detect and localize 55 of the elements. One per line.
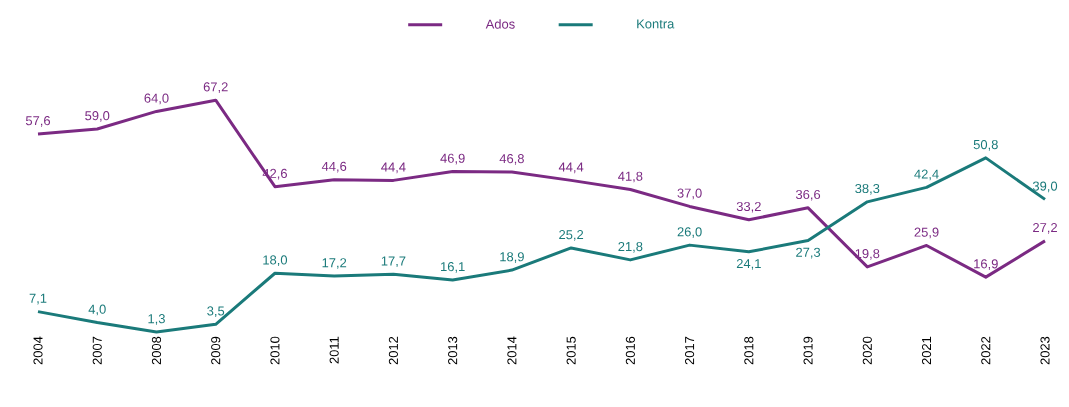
data-label: 26,0 [677, 227, 702, 238]
x-tick-label: 2023 [1040, 336, 1050, 365]
data-label: 27,2 [1033, 222, 1057, 234]
data-label: 16,1 [441, 262, 465, 273]
x-tick-label: 2007 [92, 336, 102, 365]
x-tick-label: 2016 [625, 336, 635, 365]
x-tick-label: 2017 [685, 336, 695, 365]
data-label: 3,5 [207, 306, 225, 318]
x-tick-label: 2012 [388, 336, 398, 365]
data-label: 50,8 [973, 139, 998, 151]
data-label: 18,9 [500, 252, 524, 263]
data-label: 21,8 [618, 241, 643, 253]
data-label: 44,4 [558, 162, 584, 174]
data-label: 64,0 [144, 93, 169, 105]
data-label: 19,8 [855, 249, 880, 260]
data-label: 33,2 [736, 201, 761, 213]
data-label: 18,0 [263, 255, 288, 267]
x-tick-label: 2010 [270, 336, 280, 365]
data-label: 16,9 [974, 259, 998, 270]
data-label: 46,9 [440, 153, 465, 165]
data-label: 17,2 [322, 258, 347, 269]
data-label: 42,4 [914, 169, 939, 181]
data-label: 4,0 [88, 304, 106, 316]
data-label: 67,2 [203, 82, 228, 93]
x-tick-label: 2014 [507, 336, 517, 365]
data-label: 39,0 [1032, 181, 1058, 193]
text: Ados [485, 19, 515, 29]
text: Kontra [637, 19, 675, 29]
x-tick-label: 2015 [566, 336, 576, 365]
data-label: 41,8 [618, 171, 643, 183]
x-tick-label: 2004 [33, 336, 43, 365]
x-tick-label: 2019 [803, 336, 813, 365]
data-label: 36,6 [795, 189, 821, 201]
x-tick-label: 2021 [921, 336, 932, 365]
data-label: 44,6 [321, 161, 347, 173]
data-label: 37,0 [677, 188, 702, 200]
data-label: 38,3 [855, 183, 880, 195]
data-label: 17,7 [381, 256, 406, 268]
data-label: 7,1 [29, 293, 47, 305]
x-tick-label: 2008 [151, 336, 162, 365]
x-tick-label: 2020 [862, 336, 872, 365]
x-tick-label: 2022 [981, 336, 991, 365]
data-label: 57,6 [25, 116, 51, 127]
data-label: 1,3 [148, 314, 165, 325]
data-label: 44,4 [381, 162, 406, 174]
data-label: 59,0 [85, 111, 110, 122]
x-tick-label: 2018 [744, 336, 754, 365]
data-label: 46,8 [499, 154, 524, 165]
x-tick-label: 2013 [448, 336, 458, 365]
data-label: 25,2 [559, 230, 584, 241]
data-label: 24,1 [736, 258, 761, 270]
data-label: 27,3 [796, 247, 821, 259]
data-label: 25,9 [914, 227, 939, 239]
x-tick-label: 2009 [211, 336, 221, 365]
x-tick-label: 2011 [329, 336, 339, 364]
